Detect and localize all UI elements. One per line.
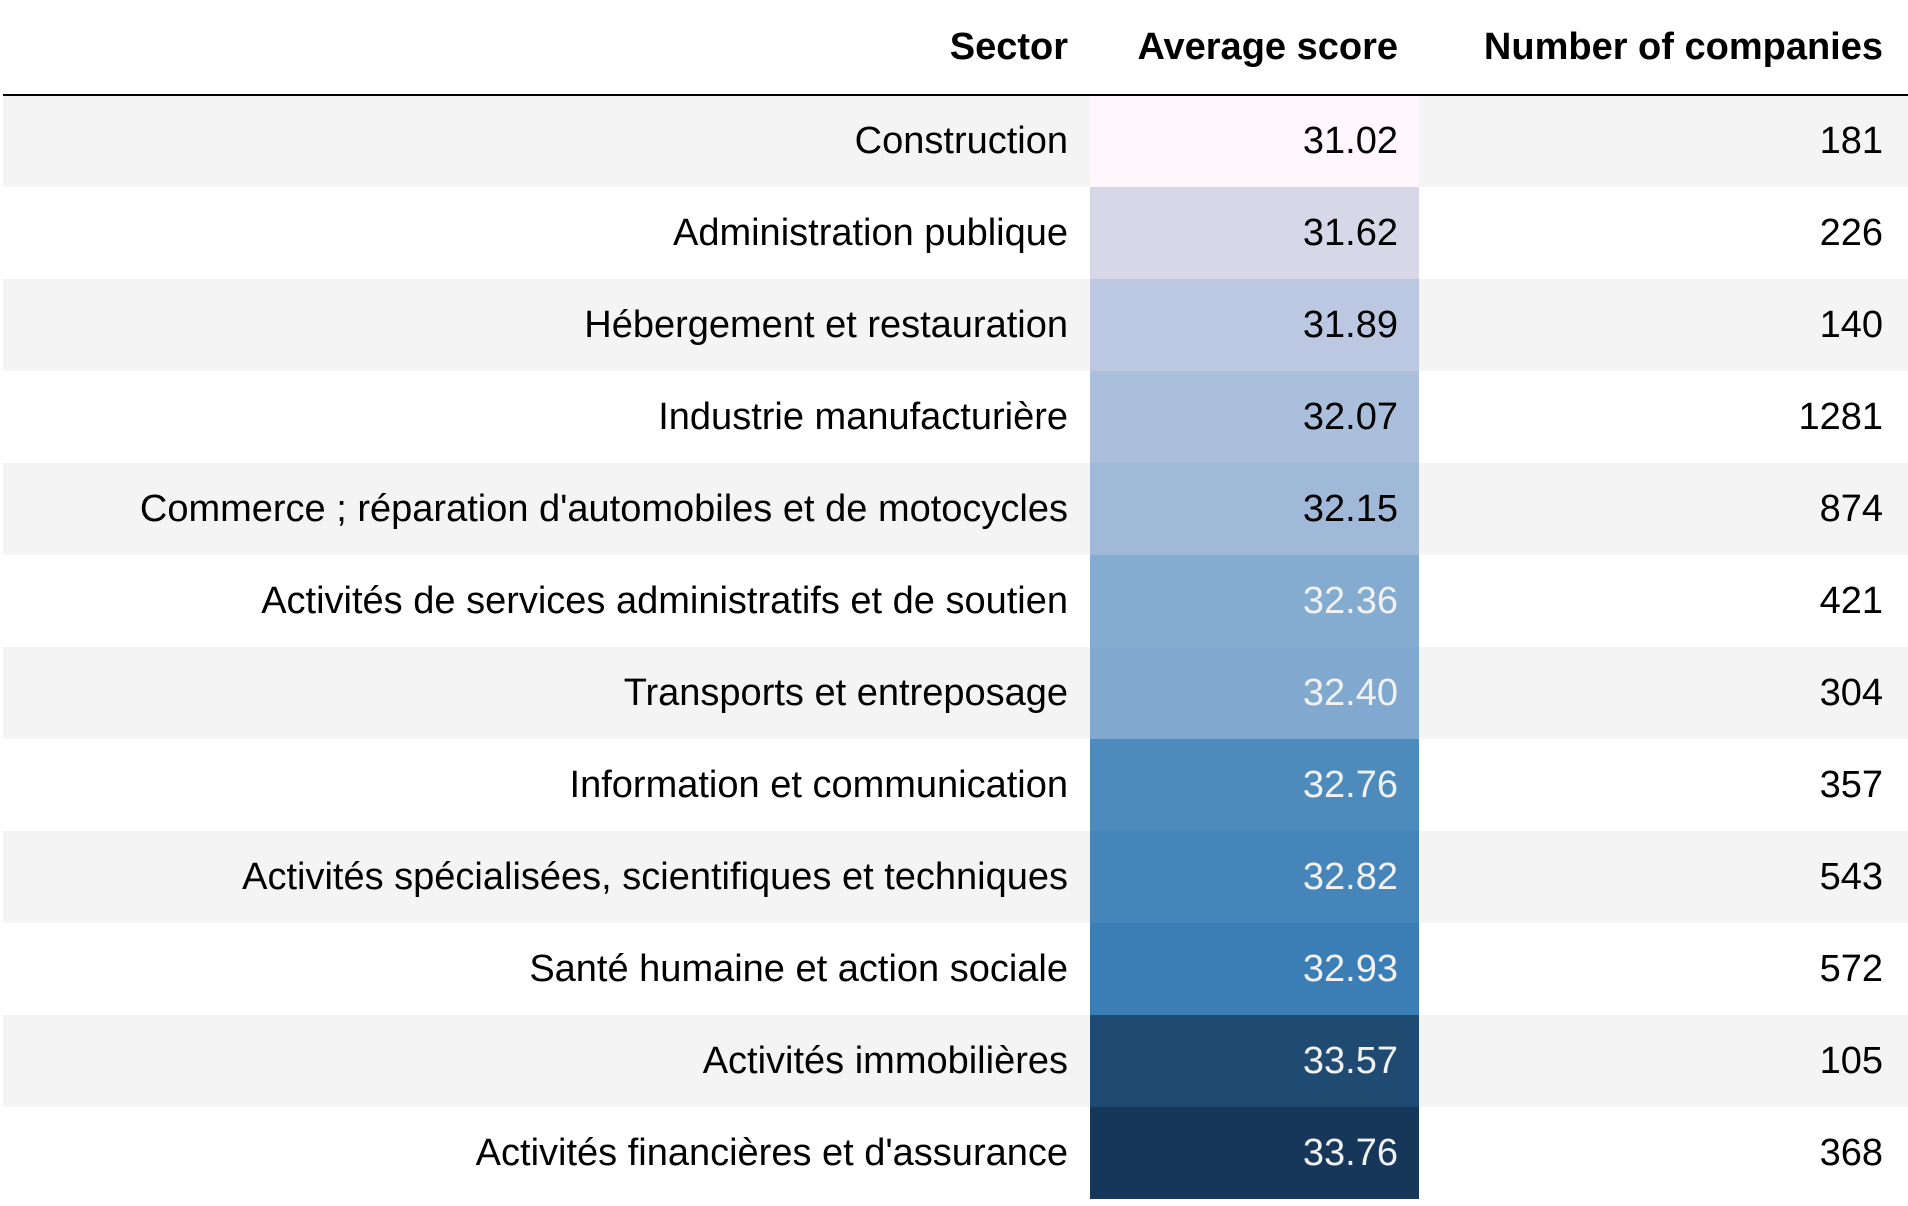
table-row: Santé humaine et action sociale 32.93 572 (3, 923, 1908, 1015)
count-cell: 421 (1819, 579, 1883, 622)
score-cell: 31.62 (1090, 187, 1419, 279)
table-row: Information et communication 32.76 357 (3, 739, 1908, 831)
table-row: Commerce ; réparation d'automobiles et d… (3, 463, 1908, 555)
header-cell: Number of companies (1419, 0, 1908, 96)
score-cell: 31.02 (1090, 95, 1419, 187)
table-row: Industrie manufacturière 32.07 1281 (3, 371, 1908, 463)
count-cell: 226 (1819, 211, 1883, 254)
score-cell: 32.82 (1090, 831, 1419, 923)
table-row: Activités financières et d'assurance 33.7… (3, 1107, 1908, 1199)
count-cell: 874 (1419, 463, 1908, 555)
score-cell: 32.07 (1090, 371, 1419, 463)
table-row: Construction 31.02 181 (3, 95, 1908, 187)
count-cell: 181 (1419, 95, 1908, 187)
header-cell: Sector (3, 0, 1090, 96)
sector-cell: Activités spécialisées, scientifiques et… (3, 831, 1090, 923)
table-row: Administration publique 31.62 226 (3, 187, 1908, 279)
table-row: Activités de services administratifs et … (3, 555, 1908, 647)
sector-cell: Santé humaine et action sociale (529, 947, 1068, 990)
table-row: Hébergement et restauration 31.89 140 (3, 279, 1908, 371)
sector-cell: Construction (3, 95, 1090, 187)
table-row: Activités spécialisées, scientifiques et… (3, 831, 1908, 923)
score-cell: 32.15 (1090, 463, 1419, 555)
data-table: Sector Average score Number of companies… (3, 0, 1908, 1199)
count-cell: 304 (1419, 647, 1908, 739)
count-cell: 357 (1819, 763, 1883, 806)
table-row: Activités immobilières 33.57 105 (3, 1015, 1908, 1107)
score-cell: 32.76 (1090, 739, 1419, 831)
count-cell: 105 (1419, 1015, 1908, 1107)
table-body: Construction 31.02 181 Administration publi… (3, 95, 1908, 1199)
count-cell: 543 (1419, 831, 1908, 923)
sector-cell: Information et communication (569, 763, 1068, 806)
score-cell: 33.57 (1090, 1015, 1419, 1107)
score-cell: 31.89 (1090, 279, 1419, 371)
sector-cell: Activités financières et d'assurance (475, 1131, 1068, 1174)
score-cell: 33.76 (1090, 1107, 1419, 1199)
count-cell: 1281 (1798, 395, 1883, 438)
count-cell: 572 (1819, 947, 1883, 990)
score-cell: 32.36 (1090, 555, 1419, 647)
sector-cell: Transports et entreposage (3, 647, 1090, 739)
sector-cell: Commerce ; réparation d'automobiles et d… (3, 463, 1090, 555)
count-cell: 140 (1419, 279, 1908, 371)
sector-cell: Industrie manufacturière (658, 395, 1068, 438)
sector-cell: Activités immobilières (3, 1015, 1090, 1107)
sector-cell: Hébergement et restauration (3, 279, 1090, 371)
table-row: Transports et entreposage 32.40 304 (3, 647, 1908, 739)
header-row: Sector Average score Number of companies (3, 0, 1908, 96)
score-cell: 32.40 (1090, 647, 1419, 739)
table-header: Sector Average score Number of companies (3, 0, 1908, 96)
sector-cell: Administration publique (672, 211, 1068, 254)
header-cell: Average score (1090, 0, 1419, 96)
count-cell: 368 (1819, 1131, 1883, 1174)
sector-cell: Activités de services administratifs et … (261, 579, 1068, 622)
score-cell: 32.93 (1090, 923, 1419, 1015)
